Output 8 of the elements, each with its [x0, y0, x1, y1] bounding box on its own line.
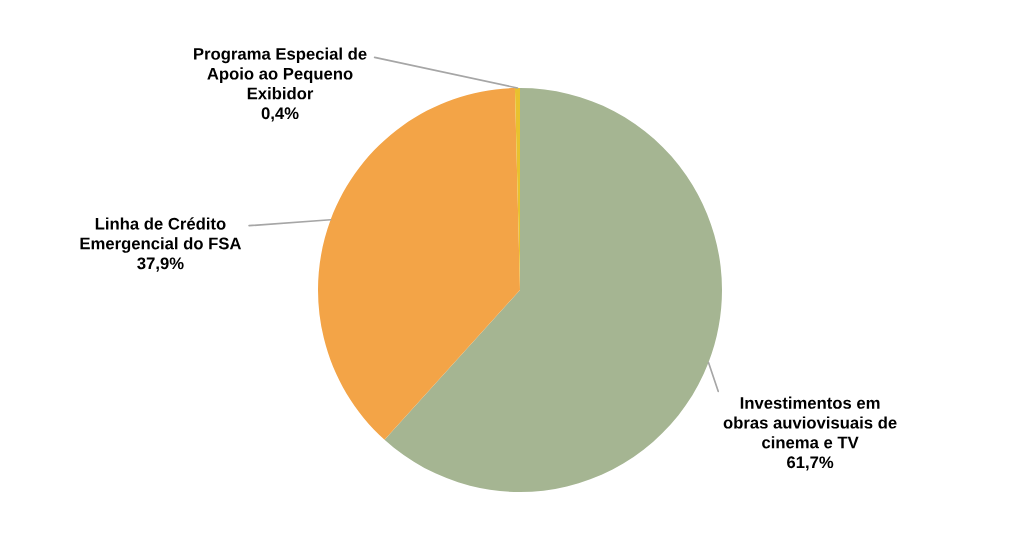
slice-label: Programa Especial de Apoio ao Pequeno Exibidor [194, 47, 367, 100]
slice-label: Linha de Crédito Emergencial do FSA [80, 217, 242, 253]
pie-slice [318, 88, 520, 440]
data-label: 37,9% [137, 257, 184, 272]
slice-label: Investimentos em obras auviovisuais de cinema e TV [723, 396, 897, 449]
data-label: 61,7% [787, 456, 834, 471]
pie-slice [384, 88, 722, 492]
data-label: 0,4% [261, 107, 299, 122]
